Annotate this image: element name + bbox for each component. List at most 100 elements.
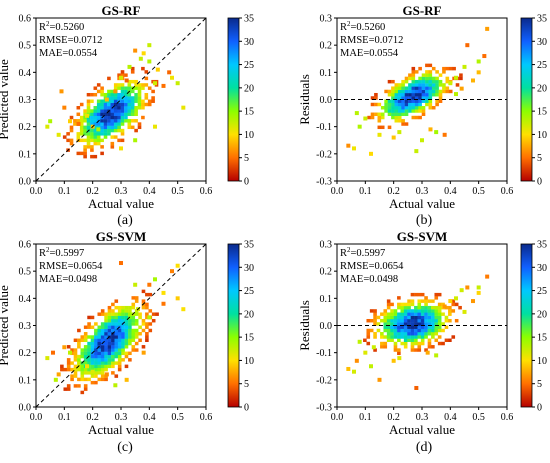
- data-point: [476, 290, 481, 295]
- density-cell: [417, 341, 422, 346]
- density-cell: [80, 335, 85, 339]
- density-cell: [134, 106, 138, 110]
- data-point: [56, 132, 61, 137]
- density-cell: [124, 309, 129, 313]
- density-cell: [390, 332, 394, 336]
- density-cell: [421, 83, 426, 87]
- density-cell: [117, 112, 121, 116]
- colorbar-tick-label: 20: [537, 83, 547, 94]
- density-cell: [124, 328, 129, 333]
- density-cell: [427, 345, 432, 349]
- density-cell: [100, 364, 105, 369]
- data-point: [485, 274, 490, 279]
- density-cell: [401, 106, 405, 110]
- colorbar-tick-label: 15: [244, 107, 254, 118]
- density-cell: [369, 318, 374, 323]
- density-cell: [124, 102, 128, 107]
- density-cell: [390, 338, 394, 342]
- density-cell: [134, 83, 138, 87]
- density-cell: [131, 318, 136, 323]
- density-cell: [383, 328, 388, 333]
- density-cell: [93, 135, 98, 139]
- density-cell: [111, 309, 115, 313]
- density-cell: [373, 348, 377, 352]
- density-cell: [134, 96, 138, 100]
- density-cell: [80, 351, 85, 356]
- density-cell: [90, 345, 95, 349]
- density-cell: [397, 109, 402, 113]
- data-point: [113, 383, 118, 388]
- density-cell: [435, 89, 439, 94]
- density-cell: [138, 338, 142, 342]
- density-cell: [104, 345, 108, 349]
- density-cell: [100, 89, 104, 94]
- density-cell: [383, 325, 388, 329]
- data-point: [153, 81, 157, 86]
- density-cell: [434, 328, 439, 333]
- subplot-label: (c): [117, 440, 133, 455]
- density-cell: [420, 318, 425, 323]
- density-cell: [110, 128, 115, 133]
- data-point: [485, 26, 490, 31]
- data-point: [434, 353, 439, 358]
- y-tick-label: 0.3: [19, 321, 32, 332]
- density-cell: [428, 86, 433, 90]
- density-cell: [411, 92, 416, 97]
- density-cell: [94, 358, 98, 362]
- density-cell: [431, 86, 436, 90]
- density-cell: [117, 106, 121, 110]
- density-cell: [407, 302, 411, 307]
- density-cell: [441, 312, 445, 316]
- density-cell: [420, 305, 425, 310]
- density-cell: [414, 325, 418, 329]
- density-cell: [86, 125, 91, 130]
- density-cell: [128, 325, 132, 329]
- density-cell: [420, 338, 425, 342]
- density-cell: [441, 302, 445, 307]
- density-cell: [390, 325, 394, 329]
- density-cell: [445, 76, 450, 81]
- density-cell: [401, 89, 405, 94]
- density-cell: [141, 305, 146, 310]
- density-cell: [96, 135, 101, 139]
- density-cell: [374, 112, 378, 116]
- density-cell: [403, 335, 408, 339]
- density-cell: [370, 102, 375, 107]
- density-cell: [411, 102, 416, 107]
- density-cell: [107, 125, 111, 130]
- density-cell: [107, 99, 111, 103]
- density-cell: [407, 305, 411, 310]
- colorbar-tick-label: 0: [537, 177, 542, 188]
- density-cell: [104, 325, 108, 329]
- density-cell: [137, 86, 142, 90]
- density-cell: [114, 325, 119, 329]
- density-cell: [87, 315, 91, 320]
- density-cell: [394, 112, 399, 116]
- data-point: [465, 43, 470, 48]
- density-cell: [90, 358, 95, 362]
- density-cell: [134, 335, 139, 339]
- density-cell: [131, 345, 136, 349]
- density-cell: [120, 128, 125, 133]
- density-cell: [438, 92, 443, 97]
- density-cell: [400, 328, 405, 333]
- density-cell: [128, 305, 132, 310]
- density-cell: [418, 76, 422, 81]
- colorbar-tick-label: 10: [537, 130, 547, 141]
- density-cell: [425, 70, 429, 74]
- density-cell: [100, 351, 105, 356]
- density-cell: [110, 109, 115, 113]
- density-cell: [151, 318, 156, 323]
- y-tick-label: -0.2: [316, 149, 332, 160]
- density-cell: [100, 125, 104, 130]
- density-cell: [397, 312, 401, 316]
- density-cell: [403, 328, 408, 333]
- x-tick-label: 0.6: [200, 186, 213, 197]
- density-cell: [86, 106, 91, 110]
- density-cell: [401, 112, 405, 116]
- density-cell: [83, 384, 88, 388]
- density-cell: [428, 73, 433, 77]
- density-cell: [131, 305, 136, 310]
- colorbar-scale: [227, 17, 240, 182]
- density-cell: [80, 390, 85, 395]
